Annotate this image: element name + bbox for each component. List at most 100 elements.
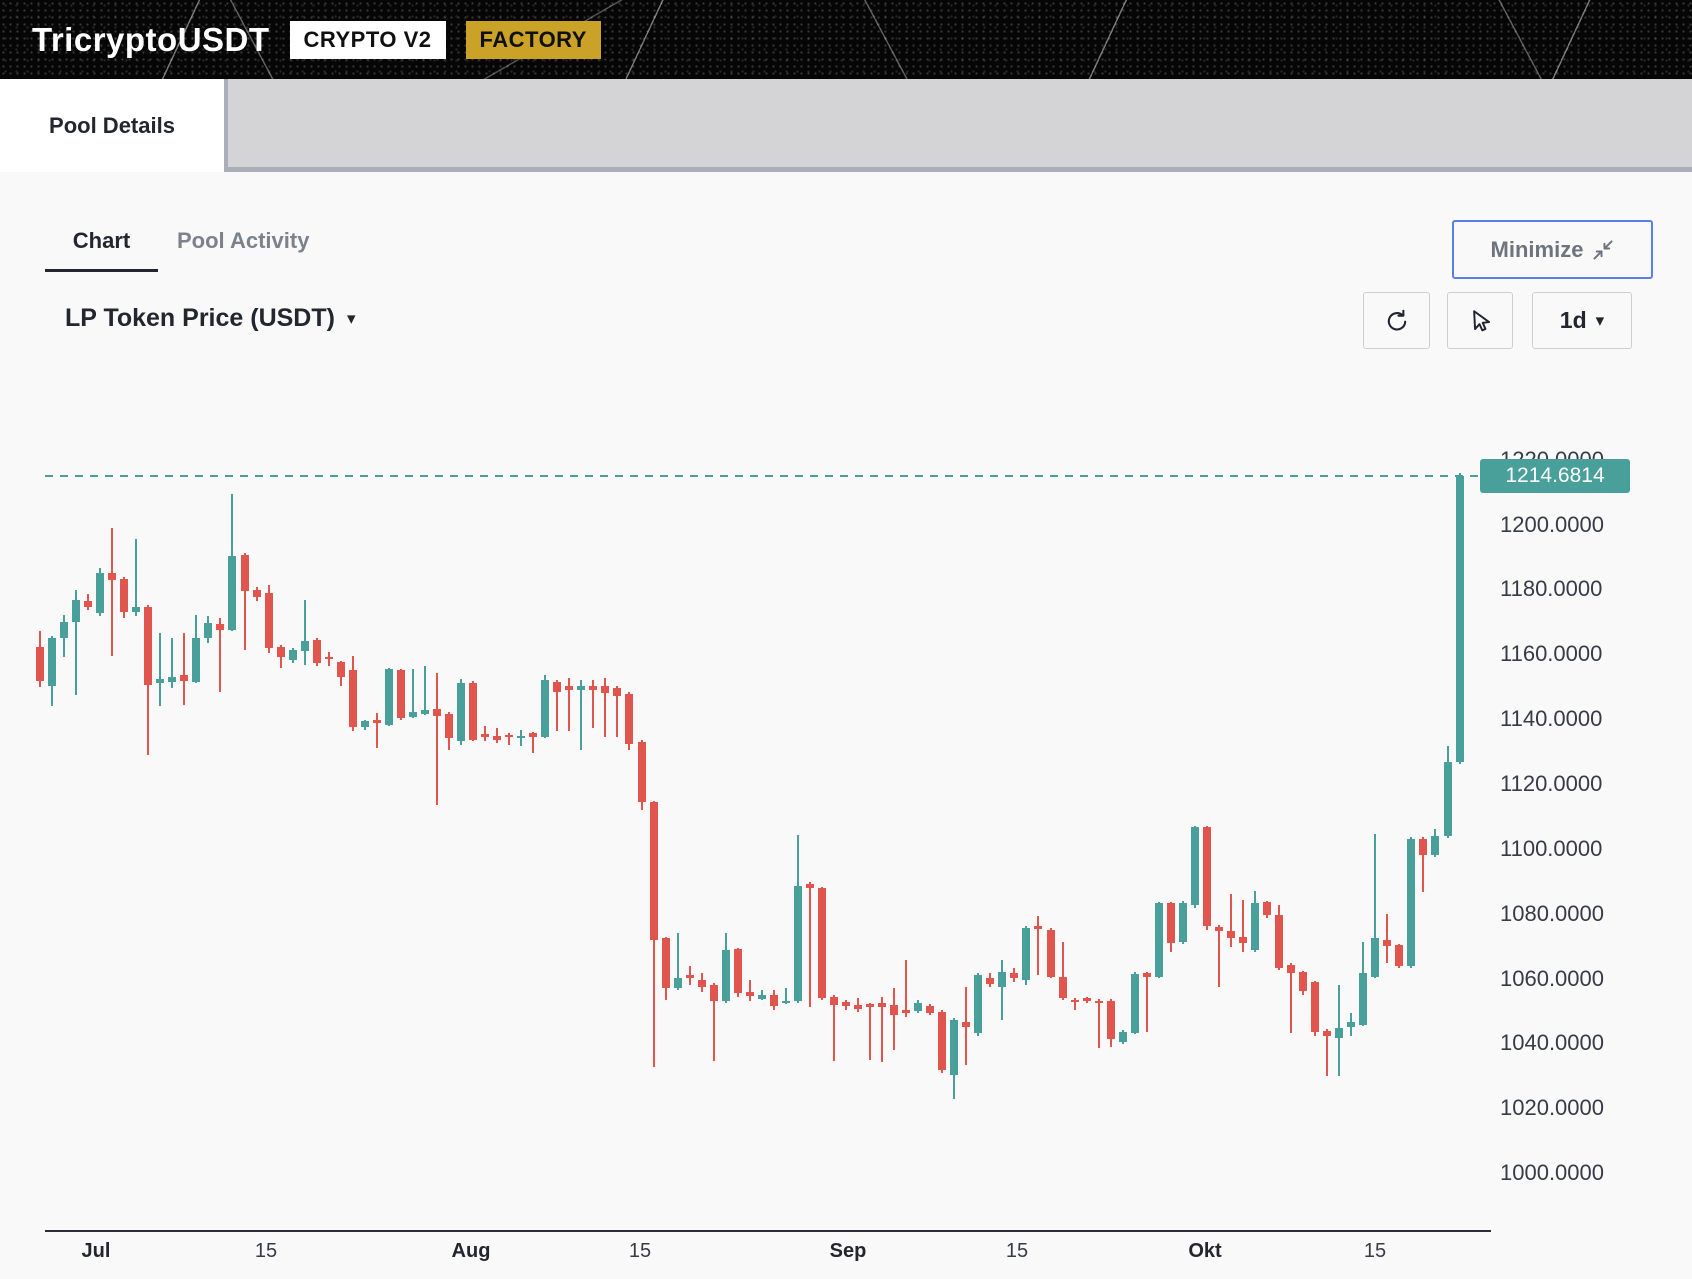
candle-wick-down xyxy=(1314,980,1317,1036)
candle-wick-down xyxy=(1073,997,1076,1010)
candle-down xyxy=(481,733,490,737)
candle-wick-down xyxy=(1422,837,1425,892)
candle-down xyxy=(565,686,574,690)
candle-down xyxy=(216,623,225,630)
candle-wick-up xyxy=(1025,925,1028,985)
candle-down xyxy=(1214,926,1223,932)
candle-up xyxy=(757,995,766,1000)
candle-wick-up xyxy=(195,614,198,683)
series-selector-dropdown[interactable]: LP Token Price (USDT) ▾ xyxy=(65,304,356,333)
candle-down xyxy=(108,573,117,581)
candle-up xyxy=(1359,973,1368,1025)
candle-wick-down xyxy=(448,712,451,750)
candle-down xyxy=(1094,1000,1103,1004)
candle-wick-down xyxy=(1109,999,1112,1047)
candle-up xyxy=(1347,1022,1356,1027)
candle-down xyxy=(553,681,562,692)
x-axis-line xyxy=(45,1230,1491,1232)
candle-down xyxy=(1166,903,1175,944)
candle-down xyxy=(589,686,598,690)
candle-wick-up xyxy=(1181,900,1184,945)
candle-wick-up xyxy=(99,568,102,617)
candle-wick-down xyxy=(1145,971,1148,1032)
candle-up xyxy=(998,971,1007,987)
candle-wick-up xyxy=(231,494,234,631)
candle-wick-up xyxy=(520,729,523,747)
candle-up xyxy=(1443,761,1452,837)
candle-down xyxy=(878,1003,887,1007)
candle-wick-down xyxy=(508,733,511,745)
candle-down xyxy=(120,579,129,613)
y-axis-label: 1120.0000 xyxy=(1500,771,1603,796)
candle-down xyxy=(432,709,441,716)
candle-down xyxy=(529,733,538,737)
x-axis-label: 15 xyxy=(1005,1240,1029,1262)
candle-wick-down xyxy=(688,966,691,985)
candle-wick-up xyxy=(75,589,78,695)
candle-down xyxy=(1082,998,1091,1002)
refresh-button[interactable] xyxy=(1363,292,1430,349)
candle-wick-up xyxy=(1133,972,1136,1035)
candle-wick-down xyxy=(1266,900,1269,919)
candle-down xyxy=(252,589,261,598)
candle-down xyxy=(902,1009,911,1014)
candle-wick-down xyxy=(592,679,595,729)
candle-up xyxy=(1022,927,1031,981)
candle-wick-up xyxy=(580,679,583,750)
y-axis-label: 1180.0000 xyxy=(1500,576,1603,602)
candle-wick-down xyxy=(243,553,246,650)
candle-wick-down xyxy=(1278,904,1281,970)
candle-wick-up xyxy=(796,834,799,1003)
candle-wick-up xyxy=(387,667,390,727)
x-axis-label: Sep xyxy=(829,1240,867,1262)
tab-pool-details[interactable]: Pool Details xyxy=(0,79,224,172)
candle-down xyxy=(890,1005,899,1016)
x-axis-label: 15 xyxy=(1363,1240,1387,1262)
y-axis-label: 1220.0000 xyxy=(1500,446,1604,472)
interval-dropdown[interactable]: 1d ▾ xyxy=(1532,292,1632,349)
cursor-tool-button[interactable] xyxy=(1447,292,1513,349)
minimize-button[interactable]: Minimize xyxy=(1452,220,1653,279)
candle-wick-up xyxy=(724,933,727,1004)
candle-wick-down xyxy=(435,673,438,805)
candle-wick-down xyxy=(1085,996,1088,1004)
candle-wick-down xyxy=(1049,928,1052,979)
candle-wick-down xyxy=(845,999,847,1010)
candle-wick-down xyxy=(1013,968,1016,982)
candle-wick-down xyxy=(1290,963,1293,1033)
candle-down xyxy=(348,669,357,727)
candle-down xyxy=(962,1021,971,1027)
candle-wick-down xyxy=(339,661,342,687)
y-axis-label: 1000.0000 xyxy=(1500,1160,1604,1185)
candle-wick-down xyxy=(1097,999,1100,1049)
candle-wick-down xyxy=(87,594,90,610)
candle-wick-up xyxy=(159,633,162,707)
candle-down xyxy=(1202,827,1211,926)
candle-down xyxy=(1106,1000,1115,1040)
candle-down xyxy=(709,984,718,1002)
candle-wick-down xyxy=(820,886,823,1001)
candle-wick-up xyxy=(303,599,306,665)
tab-chart[interactable]: Chart xyxy=(45,228,158,272)
candle-wick-up xyxy=(135,539,138,617)
candle-wick-down xyxy=(1037,915,1040,975)
candle-wick-down xyxy=(857,998,860,1012)
candle-up xyxy=(781,1000,790,1004)
y-axis-label: 1020.0000 xyxy=(1500,1095,1604,1121)
candle-wick-down xyxy=(496,728,499,744)
candle-down xyxy=(1058,976,1067,999)
x-axis-label: 15 xyxy=(254,1240,278,1262)
candle-up xyxy=(721,949,730,1002)
candle-wick-up xyxy=(460,679,463,745)
candle-up xyxy=(517,735,526,739)
candle-wick-down xyxy=(123,577,126,618)
candle-down xyxy=(805,883,814,889)
candle-up xyxy=(168,676,177,682)
candle-up xyxy=(420,709,429,714)
candle-wick-down xyxy=(315,638,318,666)
collapse-icon xyxy=(1593,239,1613,260)
candle-wick-down xyxy=(929,1004,932,1016)
tab-pool-activity[interactable]: Pool Activity xyxy=(177,228,309,272)
candle-wick-up xyxy=(207,616,210,644)
